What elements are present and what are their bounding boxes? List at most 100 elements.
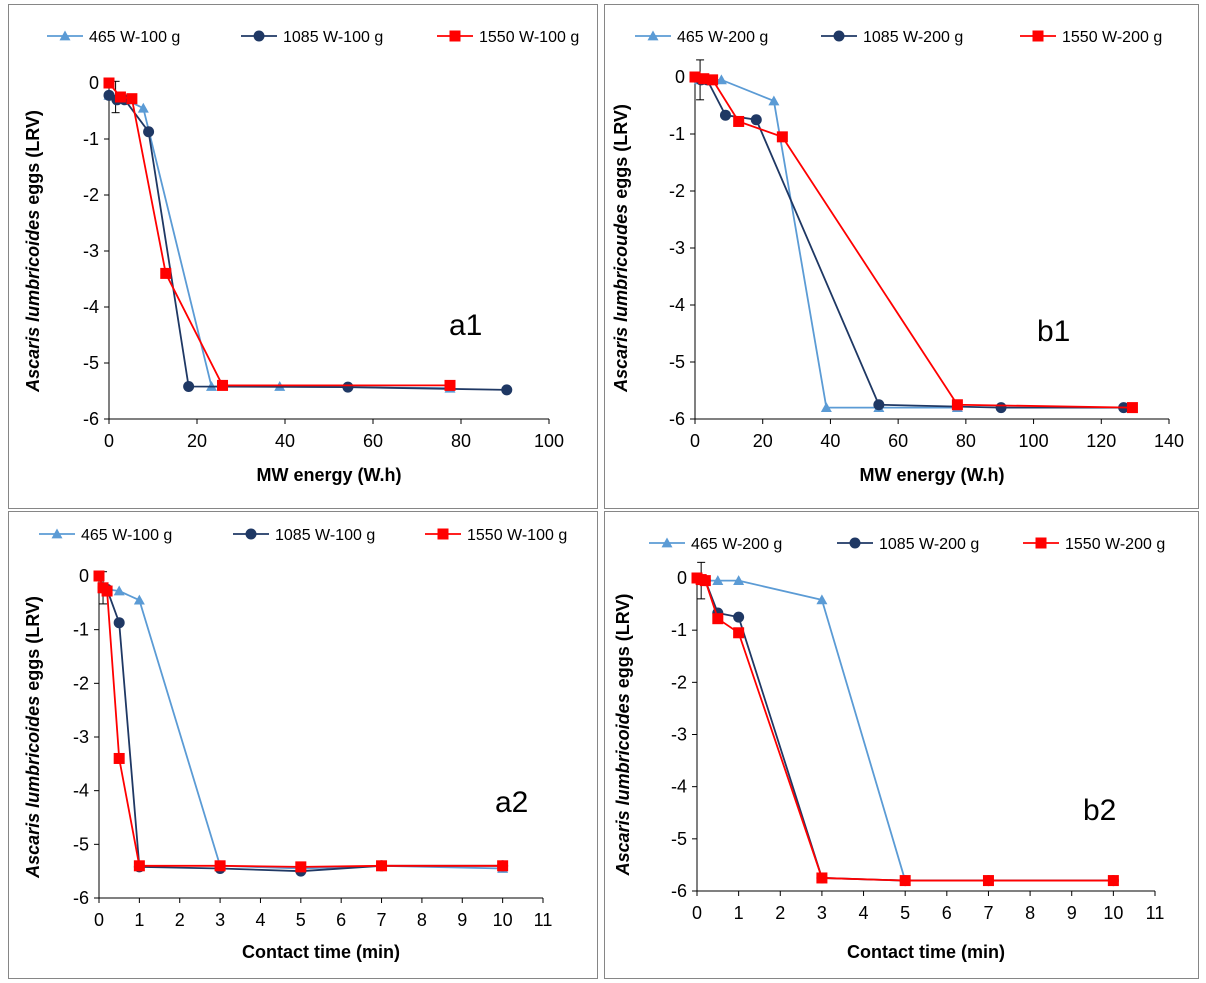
y-tick-label: -4 — [73, 781, 89, 801]
legend-marker-s465 — [661, 537, 673, 548]
x-tick-label: 0 — [692, 903, 702, 923]
data-point-s465 — [816, 594, 828, 605]
series-line-s465 — [98, 575, 503, 870]
x-tick-label: 7 — [983, 903, 993, 923]
chart-panel-b1: 0 -1 -2 -3 -4 -5 -6 0 20 40 60 80 100 120 140 465 W-200… — [604, 4, 1199, 509]
y-tick-label: 0 — [675, 67, 685, 87]
x-tick-label: 4 — [859, 903, 869, 923]
data-point-s1550 — [444, 379, 456, 391]
x-tick-label: 5 — [296, 910, 306, 930]
legend-label-s465: 465 W-100 g — [81, 527, 172, 544]
x-tick-label: 6 — [942, 903, 952, 923]
x-tick-label: 80 — [956, 431, 976, 451]
data-point-s465 — [133, 594, 145, 605]
legend-marker-s465 — [51, 528, 63, 539]
x-tick-label: 20 — [753, 431, 773, 451]
data-point-s1085 — [733, 611, 745, 623]
x-tick-label: 140 — [1154, 431, 1184, 451]
data-point-s1550 — [114, 91, 126, 103]
data-point-s1085 — [143, 126, 155, 138]
y-tick-label: 0 — [677, 568, 687, 588]
legend-marker-s465 — [59, 30, 71, 41]
x-tick-label: 3 — [817, 903, 827, 923]
legend-label-s1085: 1085 W-100 g — [283, 29, 383, 46]
x-tick-label: 8 — [417, 910, 427, 930]
data-point-s1085 — [501, 384, 513, 396]
legend-marker-s1085 — [849, 537, 861, 549]
legend-label-s1085: 1085 W-200 g — [863, 29, 963, 46]
data-point-s1085 — [750, 114, 762, 126]
x-tick-label: 3 — [215, 910, 225, 930]
data-point-s1550 — [295, 861, 307, 873]
data-point-s1550 — [899, 875, 911, 887]
x-tick-label: 2 — [175, 910, 185, 930]
data-point-s465 — [113, 585, 125, 596]
data-point-s1550 — [1107, 875, 1119, 887]
data-point-s1085 — [995, 402, 1007, 414]
x-tick-label: 7 — [377, 910, 387, 930]
y-axis-title: Ascaris lumbricoides eggs (LRV) — [23, 596, 43, 879]
x-tick-label: 11 — [534, 910, 553, 930]
x-tick-label: 60 — [888, 431, 908, 451]
y-tick-label: -1 — [669, 124, 685, 144]
legend-marker-s1550 — [437, 528, 449, 540]
data-point-s1550 — [982, 875, 994, 887]
x-tick-label: 80 — [451, 431, 471, 451]
chart-panel-a2: 0 -1 -2 -3 -4 -5 -6 0 1 2 3 4 5 6 7 8 9 10 11 465 W-100 g 10… — [8, 511, 598, 979]
x-tick-label: 10 — [1103, 903, 1123, 923]
y-tick-label: -6 — [671, 881, 687, 901]
series-line-s1085 — [108, 94, 507, 391]
x-tick-label: 0 — [104, 431, 114, 451]
y-tick-label: -6 — [83, 409, 99, 429]
y-tick-label: -6 — [669, 409, 685, 429]
data-point-s1550 — [160, 267, 172, 279]
y-tick-label: 0 — [79, 566, 89, 586]
y-tick-label: -2 — [669, 181, 685, 201]
data-point-s1550 — [126, 93, 138, 105]
x-tick-label: 100 — [1019, 431, 1049, 451]
data-point-s1550 — [733, 115, 745, 127]
y-axis-title-species: Ascaris lumbricoides — [23, 696, 43, 879]
data-point-s1085 — [873, 399, 885, 411]
x-tick-label: 0 — [94, 910, 104, 930]
data-point-s1550 — [93, 570, 105, 582]
legend-marker-s465 — [647, 30, 659, 41]
y-tick-label: -6 — [73, 888, 89, 908]
legend-label-s1550: 1550 W-200 g — [1062, 29, 1162, 46]
x-tick-label: 9 — [457, 910, 467, 930]
x-tick-label: 8 — [1025, 903, 1035, 923]
y-tick-label: -1 — [671, 620, 687, 640]
x-tick-label: 9 — [1067, 903, 1077, 923]
series-line-s1085 — [694, 76, 1124, 409]
x-tick-label: 40 — [820, 431, 840, 451]
y-tick-label: 0 — [89, 73, 99, 93]
legend-marker-s1085 — [833, 30, 845, 42]
series-line-s1085 — [98, 575, 503, 873]
y-tick-label: -5 — [73, 834, 89, 854]
y-tick-label: -3 — [671, 725, 687, 745]
data-point-s1085 — [113, 617, 125, 629]
x-tick-label: 120 — [1086, 431, 1116, 451]
y-tick-label: -3 — [83, 241, 99, 261]
x-tick-label: 10 — [493, 910, 513, 930]
legend-label-s465: 465 W-200 g — [691, 536, 782, 553]
data-point-s1550 — [217, 379, 229, 391]
x-tick-label: 0 — [690, 431, 700, 451]
data-point-s1550 — [712, 613, 724, 625]
y-axis-title-species: Ascaris lumbricoudes — [611, 204, 631, 393]
x-tick-label: 5 — [900, 903, 910, 923]
y-axis-title-unit: eggs (LRV) — [23, 596, 43, 696]
legend-label-s465: 465 W-100 g — [89, 29, 180, 46]
y-axis-title-unit: eggs (LRV) — [611, 104, 631, 204]
x-axis-title: MW energy (W.h) — [860, 465, 1005, 485]
data-point-s1550 — [214, 860, 226, 872]
data-point-s465 — [137, 102, 149, 113]
data-point-s465 — [712, 575, 724, 586]
data-point-s1550 — [951, 399, 963, 411]
data-point-s1550 — [376, 860, 388, 872]
data-point-s1550 — [103, 77, 115, 89]
series-line-s1550 — [98, 575, 503, 868]
data-point-s1085 — [719, 109, 731, 121]
